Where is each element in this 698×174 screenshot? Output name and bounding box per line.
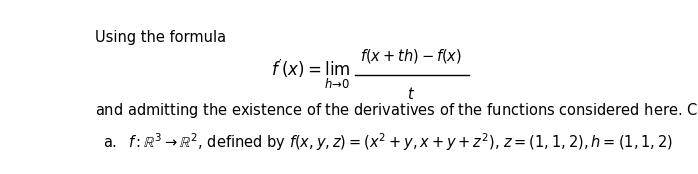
Text: Using the formula: Using the formula: [96, 30, 226, 45]
Text: and admitting the existence of the derivatives of the functions considered here.: and admitting the existence of the deriv…: [96, 99, 698, 121]
Text: a.: a.: [103, 135, 117, 150]
Text: $f(x + th) - f(x)$: $f(x + th) - f(x)$: [359, 47, 462, 65]
Text: $f: \mathbb{R}^3 \to \mathbb{R}^2$, defined by $f(x, y, z) = (x^2 + y, x + y + z: $f: \mathbb{R}^3 \to \mathbb{R}^2$, defi…: [128, 131, 673, 153]
Text: $t$: $t$: [407, 86, 415, 102]
Text: $f'(x) = \lim_{h \to 0}$: $f'(x) = \lim_{h \to 0}$: [271, 58, 351, 91]
